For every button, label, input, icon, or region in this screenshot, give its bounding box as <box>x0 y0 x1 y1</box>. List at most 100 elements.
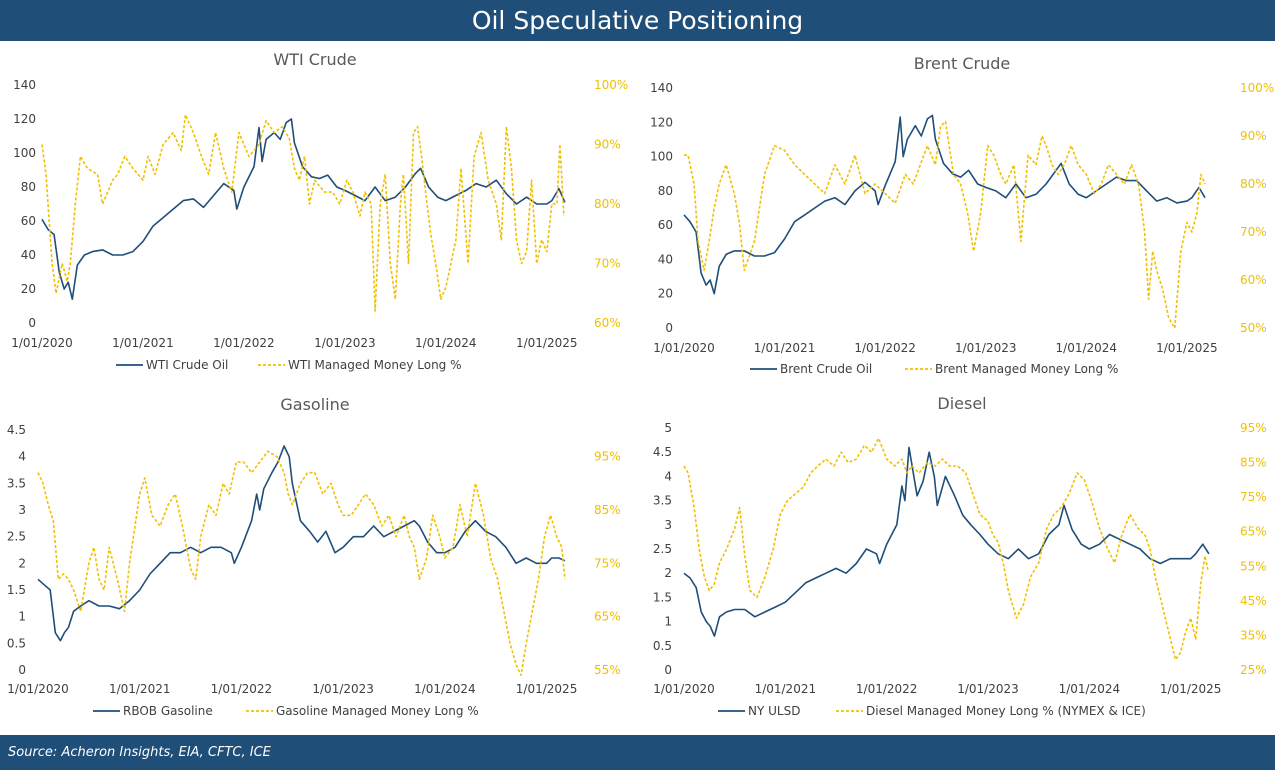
diesel-x-tick-label: 1/01/2021 <box>755 682 817 696</box>
diesel-right-tick-label: 45% <box>1240 594 1267 608</box>
gasoline-right-tick-label: 95% <box>594 450 621 464</box>
wti-crude-x-tick-label: 1/01/2020 <box>11 336 73 350</box>
gasoline-left-tick-label: 1 <box>18 610 26 624</box>
diesel-price-line <box>683 446 1210 637</box>
wti-crude-chart-title: WTI Crude <box>273 50 356 69</box>
gasoline-left-tick-label: 3.5 <box>7 476 26 490</box>
brent-crude-x-tick-label: 1/01/2025 <box>1156 341 1218 355</box>
brent-crude-chart-title: Brent Crude <box>914 54 1010 73</box>
gasoline-x-tick-label: 1/01/2021 <box>109 682 171 696</box>
gasoline-x-tick-label: 1/01/2020 <box>7 682 69 696</box>
diesel-right-tick-label: 25% <box>1240 663 1267 677</box>
brent-crude-left-tick-label: 120 <box>650 115 673 129</box>
wti-crude-positioning-line <box>41 114 565 312</box>
gasoline-x-tick-label: 1/01/2025 <box>516 682 578 696</box>
brent-crude-left-tick-label: 0 <box>665 321 673 335</box>
gasoline-price-line <box>37 445 566 642</box>
wti-crude-right-tick-label: 80% <box>594 197 621 211</box>
brent-crude-legend-label: Brent Managed Money Long % <box>935 362 1118 376</box>
wti-crude-x-tick-label: 1/01/2021 <box>112 336 174 350</box>
diesel-left-tick-label: 1 <box>664 615 672 629</box>
diesel-left-tick-label: 0 <box>664 663 672 677</box>
diesel-x-tick-label: 1/01/2024 <box>1059 682 1121 696</box>
gasoline-legend-label: RBOB Gasoline <box>123 704 213 718</box>
brent-crude-left-tick-label: 40 <box>658 252 673 266</box>
diesel-right-tick-label: 65% <box>1240 525 1267 539</box>
wti-crude-left-tick-label: 0 <box>28 316 36 330</box>
wti-crude-left-tick-label: 80 <box>21 180 36 194</box>
diesel-left-tick-label: 0.5 <box>653 639 672 653</box>
wti-crude-left-tick-label: 100 <box>13 146 36 160</box>
wti-crude-right-tick-label: 70% <box>594 257 621 271</box>
source-banner: Source: Acheron Insights, EIA, CFTC, ICE <box>0 735 1275 770</box>
gasoline-legend-label: Gasoline Managed Money Long % <box>276 704 479 718</box>
gasoline-right-tick-label: 55% <box>594 663 621 677</box>
diesel-left-tick-label: 4 <box>664 469 672 483</box>
source-note: Source: Acheron Insights, EIA, CFTC, ICE <box>8 745 271 760</box>
wti-crude-x-tick-label: 1/01/2023 <box>314 336 376 350</box>
brent-crude-legend-label: Brent Crude Oil <box>780 362 872 376</box>
gasoline-positioning-line <box>37 450 566 677</box>
diesel-left-tick-label: 4.5 <box>653 445 672 459</box>
gasoline-x-tick-label: 1/01/2024 <box>414 682 476 696</box>
brent-crude-left-tick-label: 80 <box>658 184 673 198</box>
wti-crude-left-tick-label: 60 <box>21 214 36 228</box>
brent-crude-left-tick-label: 140 <box>650 81 673 95</box>
brent-crude-x-tick-label: 1/01/2023 <box>955 341 1017 355</box>
wti-crude-x-tick-label: 1/01/2025 <box>516 336 578 350</box>
diesel-left-tick-label: 3.5 <box>653 494 672 508</box>
brent-crude-right-tick-label: 100% <box>1240 81 1274 95</box>
gasoline-x-tick-label: 1/01/2023 <box>312 682 374 696</box>
page-title-banner: Oil Speculative Positioning <box>0 0 1275 41</box>
wti-crude-right-tick-label: 100% <box>594 78 628 92</box>
diesel-x-tick-label: 1/01/2020 <box>653 682 715 696</box>
wti-crude-legend-label: WTI Crude Oil <box>146 358 228 372</box>
diesel-x-tick-label: 1/01/2022 <box>856 682 918 696</box>
gasoline-chart-title: Gasoline <box>280 395 349 414</box>
diesel-right-tick-label: 85% <box>1240 456 1267 470</box>
diesel-left-tick-label: 1.5 <box>653 590 672 604</box>
gasoline-left-tick-label: 0.5 <box>7 636 26 650</box>
wti-crude-left-tick-label: 20 <box>21 282 36 296</box>
wti-crude-left-tick-label: 40 <box>21 248 36 262</box>
brent-crude-right-tick-label: 90% <box>1240 129 1267 143</box>
brent-crude-left-tick-label: 60 <box>658 218 673 232</box>
page-title: Oil Speculative Positioning <box>471 6 804 35</box>
brent-crude-right-tick-label: 80% <box>1240 177 1267 191</box>
brent-crude-x-tick-label: 1/01/2021 <box>754 341 816 355</box>
gasoline-left-tick-label: 4.5 <box>7 423 26 437</box>
gasoline-left-tick-label: 1.5 <box>7 583 26 597</box>
brent-crude-right-tick-label: 50% <box>1240 321 1267 335</box>
brent-crude-x-tick-label: 1/01/2024 <box>1056 341 1118 355</box>
diesel-left-tick-label: 5 <box>664 421 672 435</box>
diesel-left-tick-label: 2 <box>664 566 672 580</box>
gasoline-left-tick-label: 4 <box>18 450 26 464</box>
diesel-right-tick-label: 95% <box>1240 421 1267 435</box>
diesel-right-tick-label: 75% <box>1240 490 1267 504</box>
gasoline-x-tick-label: 1/01/2022 <box>211 682 273 696</box>
diesel-left-tick-label: 3 <box>664 518 672 532</box>
gasoline-right-tick-label: 85% <box>594 503 621 517</box>
gasoline-right-tick-label: 75% <box>594 556 621 570</box>
diesel-x-tick-label: 1/01/2023 <box>957 682 1019 696</box>
brent-crude-right-tick-label: 70% <box>1240 225 1267 239</box>
diesel-left-tick-label: 2.5 <box>653 542 672 556</box>
wti-crude-price-line <box>41 118 566 301</box>
gasoline-left-tick-label: 2 <box>18 556 26 570</box>
gasoline-right-tick-label: 65% <box>594 610 621 624</box>
wti-crude-x-tick-label: 1/01/2024 <box>415 336 477 350</box>
diesel-legend-label: Diesel Managed Money Long % (NYMEX & ICE… <box>866 704 1146 718</box>
wti-crude-left-tick-label: 120 <box>13 112 36 126</box>
brent-crude-price-line <box>683 114 1206 295</box>
brent-crude-x-tick-label: 1/01/2020 <box>653 341 715 355</box>
brent-crude-right-tick-label: 60% <box>1240 273 1267 287</box>
gasoline-left-tick-label: 0 <box>18 663 26 677</box>
gasoline-left-tick-label: 2.5 <box>7 530 26 544</box>
diesel-right-tick-label: 35% <box>1240 628 1267 642</box>
wti-crude-right-tick-label: 60% <box>594 316 621 330</box>
brent-crude-x-tick-label: 1/01/2022 <box>854 341 916 355</box>
diesel-positioning-line <box>683 437 1209 661</box>
diesel-legend-label: NY ULSD <box>748 704 800 718</box>
gasoline-left-tick-label: 3 <box>18 503 26 517</box>
